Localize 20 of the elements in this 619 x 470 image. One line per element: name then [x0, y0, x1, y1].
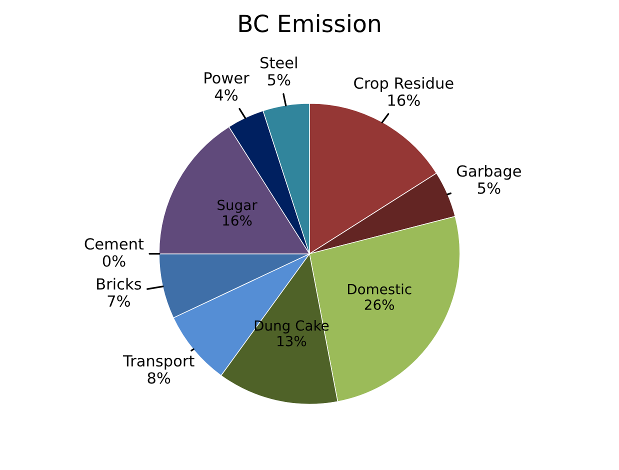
chart-title: BC Emission [239, 14, 380, 32]
data-label: 5% [478, 182, 500, 194]
data-label: 16% [223, 215, 252, 226]
slice-label: Garbage [456, 164, 521, 180]
data-label: 13% [278, 336, 306, 346]
slice-label: Bricks [97, 278, 142, 290]
data-label: 16% [388, 94, 420, 106]
slice-label: Sugar [218, 200, 258, 213]
data-label: 8% [148, 372, 170, 384]
slice-label: Transport [122, 355, 194, 370]
data-label: 4% [214, 89, 238, 101]
data-label: 5% [268, 74, 290, 86]
data-label: 7% [108, 295, 130, 307]
slice-label: Steel [260, 56, 297, 68]
slice-label: Domestic [348, 284, 412, 294]
text: 0% [102, 255, 126, 267]
legend-label: Cement [84, 238, 144, 250]
data-label: 26% [364, 299, 394, 310]
slice-label: Crop Residue [354, 77, 454, 92]
slice-label: Power [204, 72, 250, 84]
